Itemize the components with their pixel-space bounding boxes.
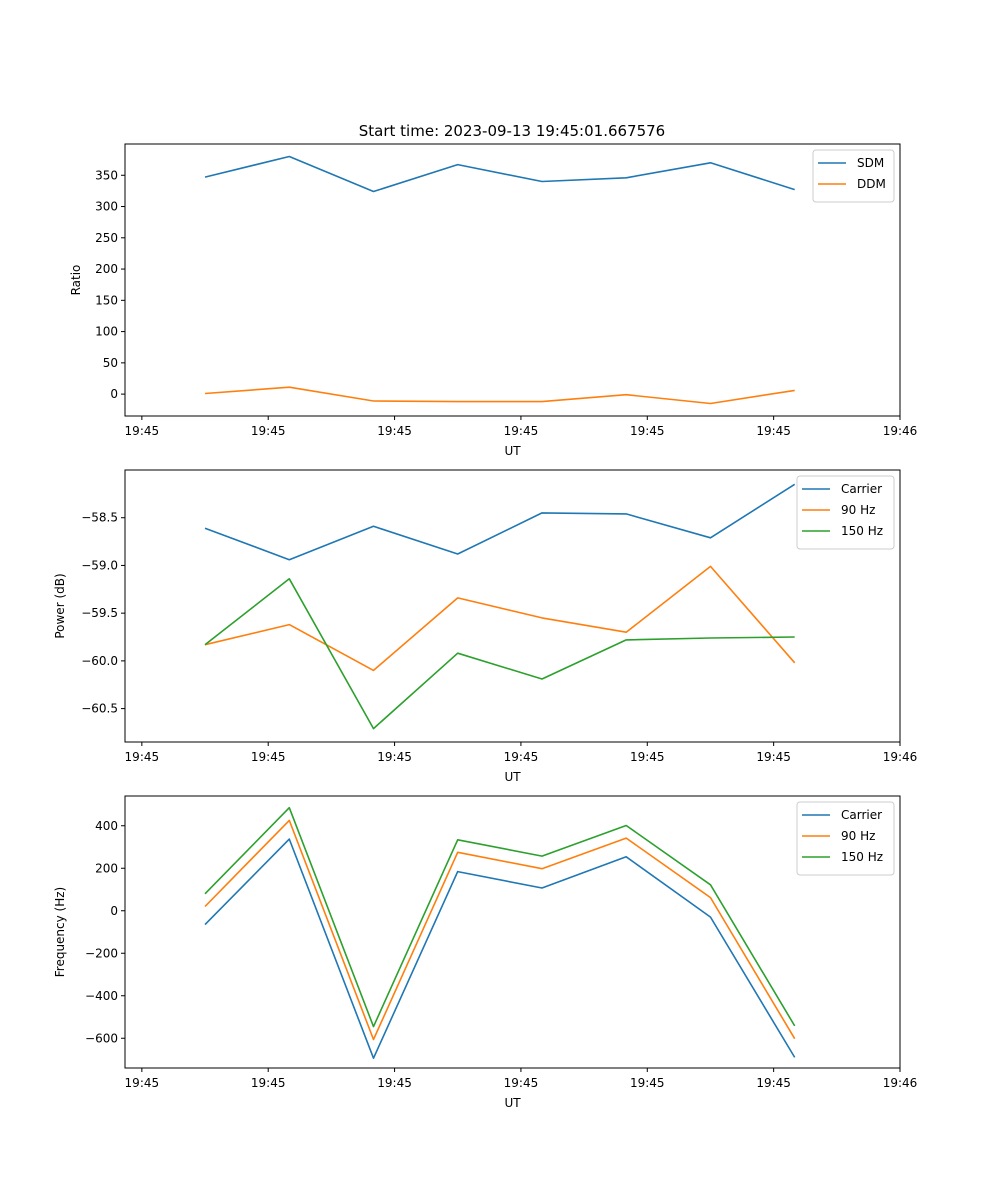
legend: SDM DDM [812,149,895,203]
y-axis-label: Power (dB) [53,573,67,638]
legend-label: 90 Hz [841,829,875,843]
y-tick-label: 250 [95,231,118,245]
x-tick-label: 19:45 [630,750,665,764]
x-tick-label: 19:45 [504,1076,539,1090]
x-axis-label: UT [504,444,521,458]
x-tick-label: 19:45 [377,1076,412,1090]
x-tick-label: 19:45 [756,750,791,764]
legend: Carrier 90 Hz 150 Hz [796,801,895,876]
y-tick-label: 350 [95,168,118,182]
y-tick-label: −59.0 [81,558,118,572]
axes-frame [124,795,901,1069]
y-axis-label: Frequency (Hz) [53,887,67,978]
y-tick-label: 50 [103,356,118,370]
x-tick-label: 19:46 [883,1076,918,1090]
series-line-90-hz [204,819,796,1041]
axes-frame [124,469,901,743]
legend-label: 90 Hz [841,503,875,517]
y-tick-label: −600 [85,1031,118,1045]
panel-1: 19:45 19:45 19:45 19:45 19:45 19:45 19:46 0 50 10… [69,143,918,458]
x-tick-label: 19:45 [125,1076,160,1090]
y-tick-label: −400 [85,989,118,1003]
y-tick-label: 200 [95,861,118,875]
legend: Carrier 90 Hz 150 Hz [796,475,895,550]
y-tick-label: 300 [95,200,118,214]
y-tick-label: 150 [95,293,118,307]
y-tick-label: −60.5 [81,702,118,716]
y-tick-label: −60.0 [81,654,118,668]
legend-label: Carrier [841,482,882,496]
x-tick-label: 19:45 [504,424,539,438]
legend-label: Carrier [841,808,882,822]
y-tick-label: 400 [95,819,118,833]
chart-title: Start time: 2023-09-13 19:45:01.667576 [359,122,665,140]
x-axis-label: UT [504,770,521,784]
x-tick-label: 19:45 [251,424,286,438]
panel-3: 19:45 19:45 19:45 19:45 19:45 19:45 19:46 −600 −… [53,795,918,1110]
x-tick-label: 19:45 [504,750,539,764]
series-line-90-hz [204,565,796,672]
series-line-carrier [204,483,796,561]
y-tick-label: −58.5 [81,511,118,525]
x-tick-label: 19:45 [377,750,412,764]
y-tick-label: −59.5 [81,606,118,620]
y-tick-label: −200 [85,946,118,960]
y-axis-label: Ratio [69,265,83,296]
series-line-150-hz [204,806,796,1028]
panel-2: 19:45 19:45 19:45 19:45 19:45 19:45 19:46 −60.5… [53,469,918,784]
legend-label: SDM [857,156,884,170]
x-tick-label: 19:45 [756,424,791,438]
x-tick-label: 19:45 [630,1076,665,1090]
series-line-carrier [204,838,796,1059]
x-tick-label: 19:45 [377,424,412,438]
y-tick-label: 0 [110,904,118,918]
chart-panels: 19:45 19:45 19:45 19:45 19:45 19:45 19:46 0 50 10… [53,143,918,1110]
y-tick-label: 0 [110,387,118,401]
x-tick-label: 19:45 [630,424,665,438]
axes-frame [124,143,901,417]
x-tick-label: 19:46 [883,424,918,438]
series-line-150-hz [204,577,795,730]
series-line-ddm [204,386,795,405]
x-tick-label: 19:45 [251,1076,286,1090]
legend-label: DDM [857,177,886,191]
x-tick-label: 19:45 [251,750,286,764]
legend-label: 150 Hz [841,850,883,864]
series-line-sdm [204,155,795,193]
legend-label: 150 Hz [841,524,883,538]
y-tick-label: 200 [95,262,118,276]
x-tick-label: 19:46 [883,750,918,764]
y-tick-label: 100 [95,325,118,339]
x-tick-label: 19:45 [756,1076,791,1090]
x-tick-label: 19:45 [125,750,160,764]
x-tick-label: 19:45 [125,424,160,438]
x-axis-label: UT [504,1096,521,1110]
